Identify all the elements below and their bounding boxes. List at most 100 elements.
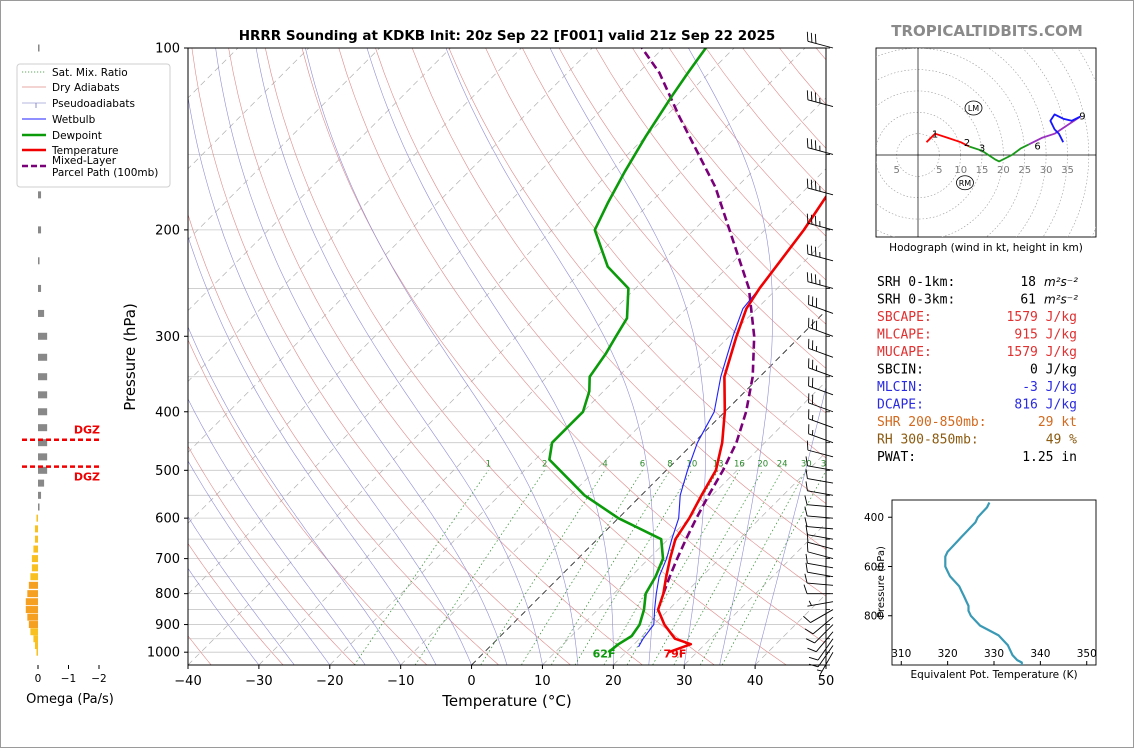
barb-staff <box>807 562 834 569</box>
wind-barb <box>804 495 834 508</box>
hodograph-tick-label: 5 <box>893 165 899 176</box>
mixing-ratio-line <box>354 470 489 665</box>
barb-staff <box>808 385 834 396</box>
y-tick-label: 900 <box>155 618 180 633</box>
omega-bar <box>38 191 42 199</box>
isotherm <box>400 239 826 665</box>
x-tick-label: −30 <box>245 674 272 689</box>
barb-staff <box>810 609 834 623</box>
omega-bar <box>30 573 38 581</box>
barb-staff <box>807 222 834 231</box>
pseudoadiabat <box>188 460 331 665</box>
theta-e-y-tick-label: 400 <box>864 512 884 524</box>
index-label: SHR 200-850mb: <box>877 415 987 430</box>
omega-bar <box>38 284 42 292</box>
barb-full <box>804 495 808 505</box>
dgz-label: DGZ <box>74 471 100 484</box>
barb-half <box>816 669 823 672</box>
dry-adiabat <box>375 48 826 597</box>
theta-e-y-tick-label: 800 <box>864 611 884 623</box>
mixing-ratio-label: 20 <box>757 459 768 469</box>
index-label: RH 300-850mb: <box>877 433 979 448</box>
x-tick-label: −20 <box>316 674 343 689</box>
theta-e-x-tick-label: 320 <box>938 648 958 660</box>
storm-motion-label: RM <box>959 179 972 188</box>
isotherm <box>188 48 735 595</box>
hodograph-tick-label: 5 <box>936 165 942 176</box>
wind-barb <box>806 90 834 107</box>
omega-bar <box>33 635 38 643</box>
omega-bar <box>36 514 38 522</box>
wind-barb <box>808 317 834 337</box>
dry-adiabat <box>522 48 826 414</box>
hodograph-tick-label: 20 <box>997 165 1010 176</box>
barb-full <box>814 215 817 226</box>
barb-staff <box>807 478 834 484</box>
x-tick-label: 10 <box>534 674 551 689</box>
barb-staff <box>817 645 834 668</box>
dry-adiabat <box>595 48 826 325</box>
barb-full <box>806 213 809 224</box>
hodograph-segment <box>925 132 970 148</box>
mixing-ratio-label: 8 <box>667 459 672 469</box>
omega-bar <box>31 564 38 572</box>
omega-bar <box>27 613 38 621</box>
barb-full <box>814 140 817 150</box>
barb-staff <box>807 515 834 519</box>
hodograph-height-label: 6 <box>1034 142 1040 153</box>
wind-barb <box>803 584 833 595</box>
barb-full <box>803 584 808 594</box>
storm-motion-marker <box>964 100 983 116</box>
index-value: 18 <box>1020 275 1036 290</box>
barb-staff <box>817 638 834 661</box>
barb-staff <box>807 490 834 496</box>
omega-bar <box>33 545 38 553</box>
wind-barb <box>808 376 834 396</box>
wind-barb <box>805 562 834 578</box>
y-tick-label: 700 <box>155 552 180 567</box>
pseudoadiabat <box>688 48 773 665</box>
index-value: -3 J/kg <box>1022 380 1077 395</box>
mixing-ratio-line <box>574 470 693 665</box>
pseudoadiabat <box>188 516 295 665</box>
legend-label: Dewpoint <box>52 130 102 142</box>
x-tick-label: −10 <box>387 674 414 689</box>
index-label: MLCAPE: <box>877 328 932 343</box>
index-label: MUCAPE: <box>877 345 932 360</box>
barb-full <box>810 139 813 149</box>
x-tick-label: 30 <box>676 674 693 689</box>
hodograph-height-label: 3 <box>979 143 985 154</box>
barb-full <box>804 517 808 527</box>
mixing-ratio-line <box>673 470 783 665</box>
barb-staff <box>808 418 834 429</box>
index-label: SBCAPE: <box>877 310 932 325</box>
omega-bar <box>38 257 40 265</box>
barb-staff <box>808 326 834 337</box>
barb-full <box>805 525 808 535</box>
barb-staff <box>814 624 834 644</box>
barb-full <box>805 481 808 491</box>
omega-bar <box>38 44 40 52</box>
mixing-ratio-label: 16 <box>734 459 745 469</box>
dry-adiabat <box>338 48 826 644</box>
index-label: SRH 0-1km: <box>877 275 955 290</box>
theta-e-y-label: Pressure (hPa) <box>876 546 887 618</box>
mixing-ratio-label: 2 <box>542 459 547 469</box>
mixing-ratio-label: 4 <box>602 459 607 469</box>
omega-bar <box>38 491 42 499</box>
barb-staff <box>807 449 834 458</box>
barb-full <box>814 33 817 44</box>
isotherm <box>471 309 826 665</box>
wind-barb <box>804 616 834 635</box>
barb-staff <box>815 631 834 652</box>
barb-staff <box>807 541 834 550</box>
hodograph-tick-label: 30 <box>1040 165 1053 176</box>
index-label: PWAT: <box>877 450 916 465</box>
index-value: 1579 J/kg <box>1007 345 1077 360</box>
barb-full <box>804 573 808 584</box>
index-label: SRH 0-3km: <box>877 293 955 308</box>
dry-adiabat <box>301 48 787 665</box>
barb-staff <box>807 40 834 49</box>
dry-adiabat <box>191 48 571 665</box>
chart-title: HRRR Sounding at KDKB Init: 20z Sep 22 [… <box>239 28 776 44</box>
